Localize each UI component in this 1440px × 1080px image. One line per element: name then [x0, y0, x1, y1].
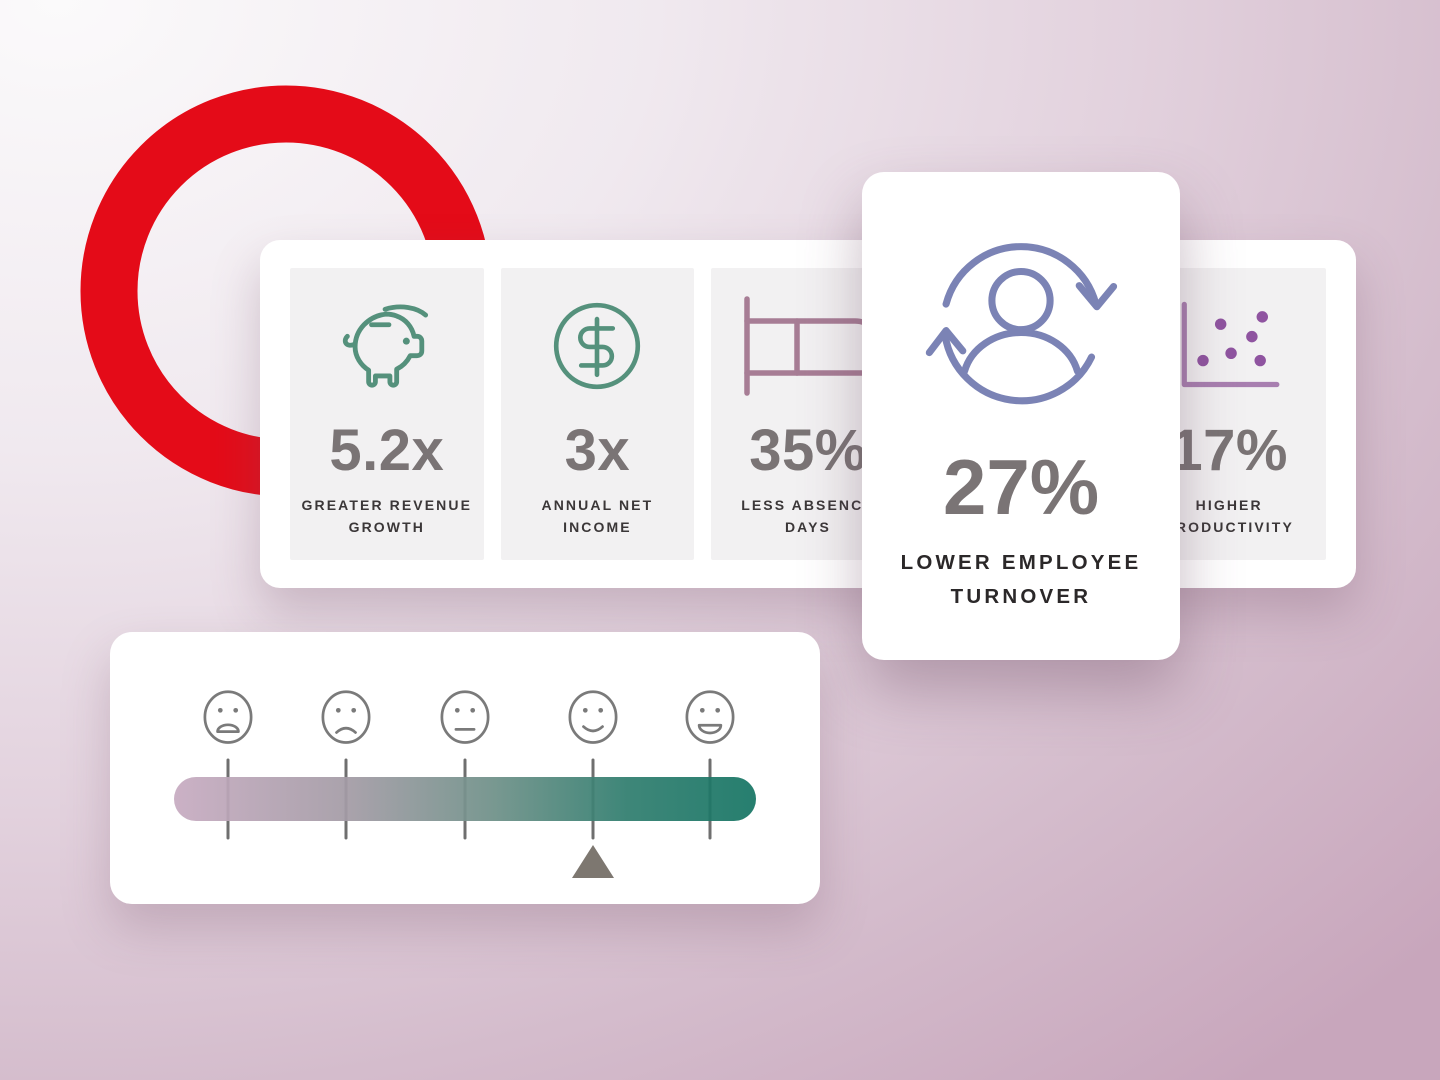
- face-neutral-icon[interactable]: [436, 689, 494, 747]
- stat-label: LOWER EMPLOYEE TURNOVER: [901, 546, 1142, 614]
- stat-tile-net-income: 3x ANNUAL NET INCOME: [500, 268, 695, 560]
- face-eyes: [454, 707, 476, 713]
- employee-turnover-card: 27% LOWER EMPLOYEE TURNOVER: [862, 172, 1180, 660]
- stat-value: 27%: [942, 443, 1100, 531]
- face-eyes: [217, 707, 239, 713]
- tile-icon-box: [546, 292, 648, 400]
- face-happy-icon[interactable]: [564, 689, 622, 747]
- face-eyes: [699, 707, 721, 713]
- stat-label: LESS ABSENCE DAYS: [741, 494, 875, 539]
- stat-tile-revenue-growth: 5.2x GREATER REVENUE GROWTH: [290, 268, 484, 560]
- stat-label: GREATER REVENUE GROWTH: [302, 494, 472, 539]
- satisfaction-scale-card: [110, 632, 820, 904]
- stat-label-line: HIGHER: [1195, 497, 1263, 513]
- stat-label-line: LESS ABSENCE: [741, 497, 875, 513]
- stat-label-line: INCOME: [563, 519, 632, 536]
- stat-value: 5.2x: [329, 418, 445, 483]
- stat-label: HIGHER PRODUCTIVITY: [1164, 494, 1293, 539]
- stat-label-line: PRODUCTIVITY: [1164, 519, 1294, 536]
- bed-icon: [744, 296, 881, 396]
- stats-card: 5.2x GREATER REVENUE GROWTH 3x ANNUAL NE: [260, 240, 1356, 588]
- face-eyes: [335, 707, 357, 713]
- face-unhappy-icon[interactable]: [317, 689, 375, 747]
- piggy-bank-icon: [342, 304, 428, 388]
- stat-label-line: LOWER EMPLOYEE: [900, 551, 1142, 574]
- face-eyes: [582, 707, 604, 713]
- face-very-happy-icon[interactable]: [681, 689, 739, 747]
- scatter-dots: [1197, 311, 1269, 367]
- employee-cycle-icon: [925, 243, 1118, 405]
- stat-value: 3x: [564, 418, 631, 483]
- selected-score-indicator[interactable]: [572, 845, 614, 878]
- stat-label-line: ANNUAL NET: [541, 497, 654, 513]
- gradient-scale-bar: [174, 777, 756, 821]
- highlight-icon-box: [915, 222, 1127, 418]
- tile-icon-box: [1177, 292, 1281, 400]
- stat-label-line: TURNOVER: [950, 584, 1092, 608]
- satisfaction-scale: [174, 758, 756, 878]
- stat-label-line: DAYS: [784, 519, 831, 536]
- face-very-unhappy-icon[interactable]: [199, 689, 257, 747]
- piggy-eye: [402, 337, 410, 345]
- stat-label-line: GREATER REVENUE: [301, 497, 473, 513]
- stat-label-line: GROWTH: [348, 519, 425, 536]
- tile-icon-box: [329, 292, 445, 400]
- stat-value: 17%: [1170, 418, 1288, 483]
- tile-icon-box: [733, 292, 883, 400]
- dollar-coin-icon: [554, 302, 641, 390]
- stat-label: ANNUAL NET INCOME: [542, 494, 654, 539]
- scatter-chart-icon: [1181, 301, 1280, 388]
- stat-value: 35%: [749, 418, 867, 483]
